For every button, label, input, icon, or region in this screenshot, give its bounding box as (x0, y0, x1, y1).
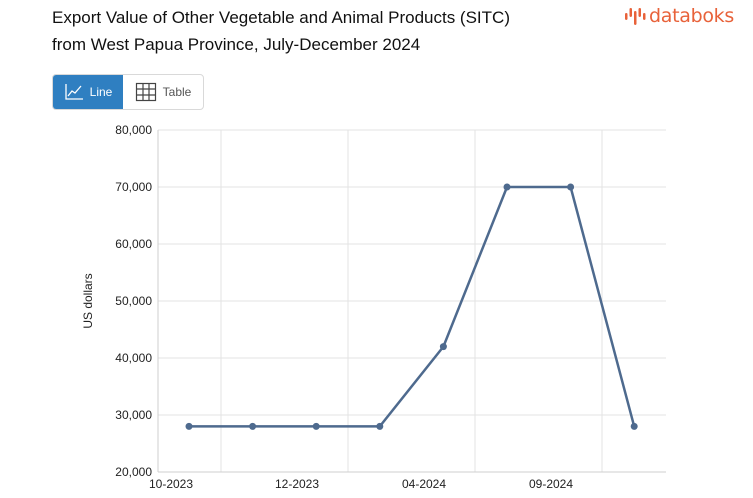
y-tick-label: 30,000 (115, 408, 152, 422)
table-grid-icon (135, 82, 156, 102)
data-point (503, 183, 511, 191)
table-view-button[interactable]: Table (123, 75, 203, 109)
x-tick-label: 10-2023 (149, 477, 193, 491)
y-tick-label: 50,000 (115, 294, 152, 308)
x-tick-label: 09-2024 (529, 477, 573, 491)
logo-text: databoks (649, 5, 734, 27)
title-line-2: from West Papua Province, July-December … (52, 35, 421, 54)
chart-title: Export Value of Other Vegetable and Anim… (52, 4, 612, 58)
line-view-button[interactable]: Line (53, 75, 123, 109)
databoks-logo: databoks (624, 2, 734, 30)
data-point (567, 183, 575, 191)
data-point (376, 422, 384, 430)
title-line-1: Export Value of Other Vegetable and Anim… (52, 8, 510, 27)
data-point (312, 422, 320, 430)
y-tick-label: 20,000 (115, 465, 152, 479)
table-view-label: Table (162, 85, 192, 99)
y-tick-label: 60,000 (115, 237, 152, 251)
y-tick-label: 80,000 (115, 123, 152, 137)
x-tick-label: 04-2024 (402, 477, 446, 491)
data-point (630, 422, 638, 430)
y-tick-label: 40,000 (115, 351, 152, 365)
x-tick-label: 12-2023 (275, 477, 319, 491)
y-axis-title: US dollars (81, 273, 95, 328)
data-point (185, 422, 193, 430)
data-point (249, 422, 257, 430)
line-view-label: Line (89, 85, 113, 99)
data-point (439, 343, 447, 351)
y-tick-label: 70,000 (115, 180, 152, 194)
line-chart-icon (65, 84, 83, 100)
view-toggle: Line Table (52, 74, 204, 110)
series-line (187, 185, 636, 428)
logo-bars-icon (625, 8, 646, 25)
